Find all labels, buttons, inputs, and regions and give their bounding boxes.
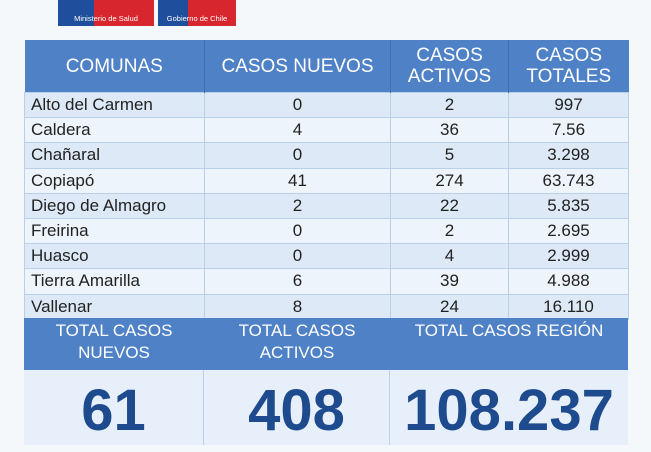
table-row: Huasco 0 4 2.999 [24, 243, 629, 270]
total-nuevos-label: TOTAL CASOS NUEVOS [24, 318, 204, 370]
total-nuevos-block: TOTAL CASOS NUEVOS 61 [24, 318, 204, 445]
total-activos-block: TOTAL CASOS ACTIVOS 408 [204, 318, 390, 445]
total-activos-value: 408 [204, 370, 390, 445]
nuevos-cell: 41 [204, 167, 391, 194]
comuna-cell: Alto del Carmen [24, 91, 205, 119]
table-row: Vallenar 8 24 16.110 [24, 293, 629, 320]
comuna-cell: Vallenar [24, 293, 205, 320]
cases-table: COMUNAS CASOS NUEVOS CASOS ACTIVOS CASOS… [24, 40, 629, 320]
comuna-cell: Diego de Almagro [24, 192, 205, 219]
table-row: Alto del Carmen 0 2 997 [24, 91, 629, 119]
comuna-cell: Huasco [24, 243, 205, 270]
activos-cell: 2 [390, 91, 509, 119]
table-row: Diego de Almagro 2 22 5.835 [24, 192, 629, 219]
table-row: Chañaral 0 5 3.298 [24, 142, 629, 169]
total-region-label: TOTAL CASOS REGIÓN [390, 318, 628, 370]
activos-cell: 22 [390, 192, 509, 219]
comuna-cell: Copiapó [24, 167, 205, 194]
nuevos-cell: 4 [204, 117, 391, 144]
nuevos-cell: 0 [204, 243, 391, 270]
logo-blue-block [158, 0, 188, 26]
ministerio-label: Ministerio de Salud [74, 14, 138, 23]
total-activos-label: TOTAL CASOS ACTIVOS [204, 318, 390, 370]
totales-cell: 2.695 [508, 217, 629, 245]
totales-cell: 7.56 [508, 117, 629, 144]
logo-red-block [187, 0, 236, 26]
totals-section: TOTAL CASOS NUEVOS 61 TOTAL CASOS ACTIVO… [24, 318, 628, 445]
nuevos-cell: 8 [204, 293, 391, 320]
totales-cell: 3.298 [508, 142, 629, 169]
total-nuevos-value: 61 [24, 370, 204, 445]
nuevos-cell: 2 [204, 192, 391, 219]
header-comunas: COMUNAS [24, 40, 205, 93]
activos-cell: 5 [390, 142, 509, 169]
totales-cell: 997 [508, 91, 629, 119]
header-casos-totales: CASOS TOTALES [508, 40, 629, 93]
activos-cell: 4 [390, 243, 509, 270]
table-row: Caldera 4 36 7.56 [24, 117, 629, 144]
comuna-cell: Tierra Amarilla [24, 268, 205, 295]
total-region-block: TOTAL CASOS REGIÓN 108.237 [390, 318, 628, 445]
comuna-cell: Caldera [24, 117, 205, 144]
nuevos-cell: 0 [204, 217, 391, 245]
totales-cell: 16.110 [508, 293, 629, 320]
totales-cell: 63.743 [508, 167, 629, 194]
comuna-cell: Freirina [24, 217, 205, 245]
table-row: Copiapó 41 274 63.743 [24, 167, 629, 194]
activos-cell: 36 [390, 117, 509, 144]
ministerio-de-salud-logo: Ministerio de Salud [58, 0, 154, 26]
gobierno-label: Gobierno de Chile [166, 14, 228, 23]
comuna-cell: Chañaral [24, 142, 205, 169]
totales-cell: 2.999 [508, 243, 629, 270]
total-region-value: 108.237 [390, 370, 628, 445]
header-casos-nuevos: CASOS NUEVOS [204, 40, 391, 93]
activos-cell: 274 [390, 167, 509, 194]
totales-cell: 4.988 [508, 268, 629, 295]
header-casos-activos: CASOS ACTIVOS [390, 40, 509, 93]
gobierno-de-chile-logo: Gobierno de Chile [158, 0, 236, 26]
nuevos-cell: 0 [204, 142, 391, 169]
activos-cell: 24 [390, 293, 509, 320]
activos-cell: 39 [390, 268, 509, 295]
table-row: Freirina 0 2 2.695 [24, 217, 629, 245]
nuevos-cell: 6 [204, 268, 391, 295]
table-row: Tierra Amarilla 6 39 4.988 [24, 268, 629, 295]
logo-red-block [94, 0, 154, 26]
logo-blue-block [58, 0, 95, 26]
nuevos-cell: 0 [204, 91, 391, 119]
activos-cell: 2 [390, 217, 509, 245]
table-header-row: COMUNAS CASOS NUEVOS CASOS ACTIVOS CASOS… [24, 40, 629, 93]
logo-bar: Ministerio de Salud Gobierno de Chile [0, 0, 651, 40]
totales-cell: 5.835 [508, 192, 629, 219]
